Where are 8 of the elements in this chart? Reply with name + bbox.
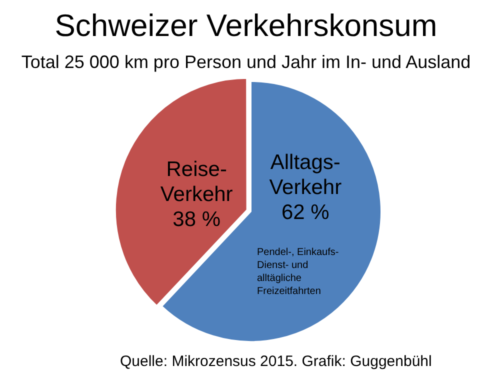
text: Pendel-, Einkaufs- Dienst- und alltägliche Freizeitfahrten [257, 246, 340, 298]
source-note: Quelle: Mikrozensus 2015. Grafik: Guggenbühl [120, 353, 432, 370]
slice-label: Reise-Verkehr [160, 158, 233, 206]
data-label: 38 % [172, 208, 221, 231]
chart-title: Schweizer Verkehrskonsum [54, 8, 438, 44]
chart-subtitle: Total 25 000 km pro Person und Jahr im In- und Ausland [20, 52, 472, 73]
data-label: 62 % [281, 200, 330, 224]
slice-label: Alltags-Verkehr [269, 150, 342, 199]
